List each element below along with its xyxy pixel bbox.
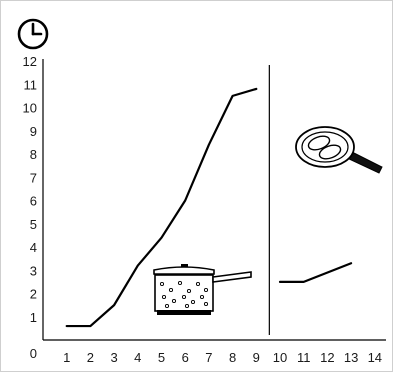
y-tick-label: 11	[24, 77, 38, 92]
x-tick-label: 7	[205, 350, 212, 365]
y-tick-label: 7	[30, 170, 37, 185]
x-tick-label: 2	[87, 350, 94, 365]
x-tick-label: 3	[110, 350, 117, 365]
x-tick-label: 8	[229, 350, 236, 365]
series-line-2	[278, 262, 353, 283]
series-line-1	[65, 87, 258, 328]
y-tick-label: 6	[30, 194, 37, 209]
x-tick-label: 4	[134, 350, 141, 365]
y-tick-label: 1	[30, 310, 37, 325]
y-tick-label: 12	[23, 54, 37, 69]
y-tick-label: 8	[30, 147, 37, 162]
y-tick-label: 9	[30, 124, 37, 139]
cooking-pot-icon	[153, 264, 252, 315]
y-tick-label: 0	[30, 346, 37, 361]
y-tick-label: 3	[30, 263, 37, 278]
x-tick-label: 14	[368, 350, 382, 365]
clock-icon	[17, 18, 49, 50]
y-tick-label: 10	[23, 101, 37, 116]
frying-pan-icon	[295, 126, 383, 174]
y-tick-label: 4	[30, 240, 37, 255]
series-layer	[65, 87, 353, 328]
x-tick-label: 6	[182, 350, 189, 365]
x-tick-label: 12	[320, 350, 334, 365]
y-tick-label: 2	[30, 287, 37, 302]
x-tick-labels: 1 2 3 4 5 6 7 8 9 10 11 12 13 14	[63, 350, 382, 365]
x-tick-label: 10	[273, 350, 287, 365]
x-tick-label: 11	[297, 350, 311, 365]
x-tick-label: 1	[63, 350, 70, 365]
x-tick-label: 5	[158, 350, 165, 365]
x-tick-label: 13	[344, 350, 358, 365]
y-tick-label: 5	[30, 217, 37, 232]
x-tick-label: 9	[253, 350, 260, 365]
